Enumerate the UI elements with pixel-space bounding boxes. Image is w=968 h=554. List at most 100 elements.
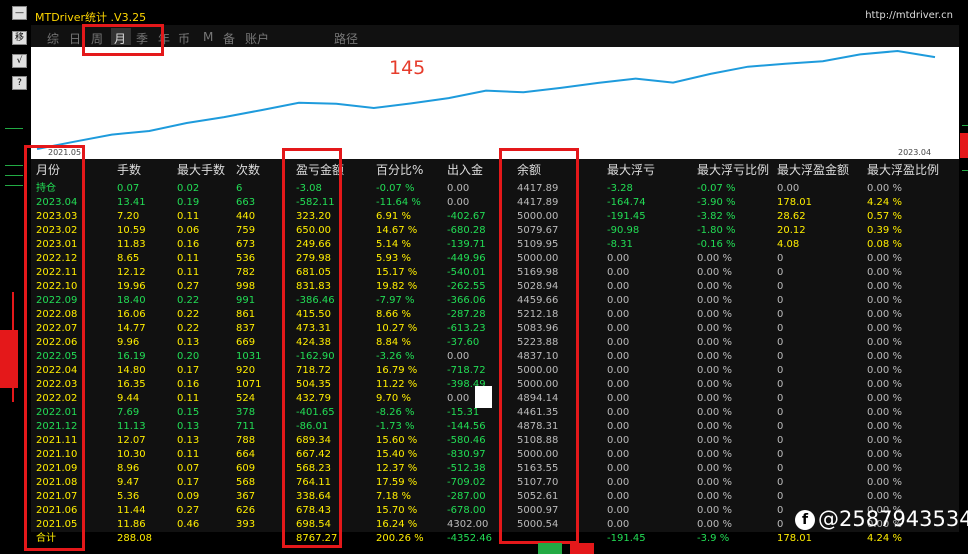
table-row-month: 2022.04 xyxy=(36,365,78,376)
table-row-percent: 11.22 % xyxy=(376,379,418,390)
tab-path[interactable]: 路径 xyxy=(334,32,359,46)
table-row-deposit: -613.23 xyxy=(447,323,486,334)
table-row-month: 2021.10 xyxy=(36,449,78,460)
table-row: 2022.08 16.06 0.22 861 415.50 8.66 % -287.28 52… xyxy=(31,308,959,322)
window-title: MTDriver统计 .V3.25 xyxy=(35,11,147,24)
table-row-max-float-loss-pct: 0.00 % xyxy=(697,393,732,404)
tab-notes[interactable]: 备 xyxy=(223,32,236,46)
table-row-deposit: -15.31 xyxy=(447,407,480,418)
table-row-balance: 4417.89 xyxy=(517,197,559,208)
tab-quarter[interactable]: 季 xyxy=(136,32,149,46)
table-row-month: 2022.02 xyxy=(36,393,78,404)
table-row: 2022.11 12.12 0.11 782 681.05 15.17 % -540.01 5… xyxy=(31,266,959,280)
table-row-month: 2022.03 xyxy=(36,379,78,390)
table-row-max-float-profit-pct: 0.00 % xyxy=(867,435,902,446)
table-header-balance: 余额 xyxy=(517,163,542,177)
table-row-max-float-profit: 0 xyxy=(777,477,784,488)
table-row-profit: 678.43 xyxy=(296,505,331,516)
move-button[interactable]: 移 xyxy=(12,31,27,45)
tab-month[interactable]: 月 xyxy=(114,32,127,46)
table-row: 2021.08 9.47 0.17 568 764.11 17.59 % -709.02 51… xyxy=(31,476,959,490)
title-bar[interactable]: MTDriver统计 .V3.25 http://mtdriver.cn xyxy=(31,5,959,25)
website-link[interactable]: http://mtdriver.cn xyxy=(865,10,953,21)
table-row-balance: 4461.35 xyxy=(517,407,559,418)
table-row-month: 2021.05 xyxy=(36,519,78,530)
table-row-lots: 8.96 xyxy=(117,463,140,474)
table-header-max-float-loss: 最大浮亏 xyxy=(607,163,656,177)
table-row-percent: 15.60 % xyxy=(376,435,418,446)
table-row-max-float-loss: -3.28 xyxy=(607,183,633,194)
watermark-logo-icon: f xyxy=(795,510,815,530)
tab-account[interactable]: 账户 xyxy=(245,32,270,46)
table-row-percent: 14.67 % xyxy=(376,225,418,236)
table-row-lots: 14.77 xyxy=(117,323,146,334)
table-total-row-lots: 288.08 xyxy=(117,533,152,544)
table-row-max-float-profit: 0 xyxy=(777,379,784,390)
table-row-max-float-loss-pct: -0.07 % xyxy=(697,183,736,194)
table-row-max-float-profit-pct: 0.00 % xyxy=(867,351,902,362)
tab-week[interactable]: 周 xyxy=(91,32,104,46)
table-row-balance: 4894.14 xyxy=(517,393,559,404)
table-row-max-lots: 0.16 xyxy=(177,239,200,250)
table-row: 2021.06 11.44 0.27 626 678.43 15.70 % -678.00 5… xyxy=(31,504,959,518)
table-row-percent: 12.37 % xyxy=(376,463,418,474)
table-row-percent: -3.26 % xyxy=(376,351,415,362)
table-row-count: 367 xyxy=(236,491,256,502)
table-row-lots: 18.40 xyxy=(117,295,146,306)
check-button[interactable]: √ xyxy=(12,54,27,68)
tab-currency[interactable]: 币 xyxy=(178,32,191,46)
table-row-max-float-loss-pct: -0.16 % xyxy=(697,239,736,250)
tab-day[interactable]: 日 xyxy=(69,32,82,46)
table-row-lots: 10.59 xyxy=(117,225,146,236)
table-row-count: 920 xyxy=(236,365,256,376)
table-row-balance: 5223.88 xyxy=(517,337,559,348)
table-row-profit: 718.72 xyxy=(296,365,331,376)
table-row-max-float-profit-pct: 0.00 % xyxy=(867,309,902,320)
table-row-max-float-loss-pct: 0.00 % xyxy=(697,253,732,264)
table-row-lots: 5.36 xyxy=(117,491,140,502)
table-row-count: 837 xyxy=(236,323,256,334)
help-button[interactable]: ? xyxy=(12,76,27,90)
table-row-balance: 5000.54 xyxy=(517,519,559,530)
balance-chart: 2021.05 2023.04 xyxy=(31,47,959,159)
table-row-max-float-loss-pct: 0.00 % xyxy=(697,379,732,390)
table-row-profit: 473.31 xyxy=(296,323,331,334)
table-row-deposit: -709.02 xyxy=(447,477,486,488)
table-row: 2022.09 18.40 0.22 991 -386.46 -7.97 % -366.06… xyxy=(31,294,959,308)
table-row-max-float-profit: 0 xyxy=(777,351,784,362)
table-row-lots: 9.96 xyxy=(117,337,140,348)
table-row: 2022.03 16.35 0.16 1071 504.35 11.22 % -398.49… xyxy=(31,378,959,392)
table-row-max-lots: 0.20 xyxy=(177,351,200,362)
table-row-deposit: -830.97 xyxy=(447,449,486,460)
table-row-max-lots: 0.02 xyxy=(177,183,200,194)
table-row-lots: 11.83 xyxy=(117,239,146,250)
background-candle xyxy=(0,330,18,388)
table-row-count: 759 xyxy=(236,225,256,236)
table-row-lots: 11.44 xyxy=(117,505,146,516)
table-row-balance: 5169.98 xyxy=(517,267,559,278)
watermark-text: @2587943534 xyxy=(818,507,968,531)
table-row-max-float-loss-pct: 0.00 % xyxy=(697,309,732,320)
table-row-max-lots: 0.13 xyxy=(177,421,200,432)
table-row-max-lots: 0.22 xyxy=(177,309,200,320)
table-row-max-lots: 0.11 xyxy=(177,449,200,460)
table-row: 2021.11 12.07 0.13 788 689.34 15.60 % -580.46 5… xyxy=(31,434,959,448)
table-row-percent: 17.59 % xyxy=(376,477,418,488)
table-row-balance: 5000.00 xyxy=(517,449,559,460)
tab-magic[interactable]: M xyxy=(203,30,214,44)
tab-overview[interactable]: 综 xyxy=(47,32,60,46)
table-header-count: 次数 xyxy=(236,163,261,177)
table-row-deposit: -512.38 xyxy=(447,463,486,474)
table-row-balance: 5083.96 xyxy=(517,323,559,334)
minimize-button[interactable]: — xyxy=(12,6,27,20)
table-row-balance: 5000.97 xyxy=(517,505,559,516)
table-row-lots: 13.41 xyxy=(117,197,146,208)
table-row-max-float-profit: 0 xyxy=(777,519,784,530)
chart-level-marker xyxy=(962,125,968,126)
table-row-max-float-loss: 0.00 xyxy=(607,323,630,334)
table-row-deposit: -144.56 xyxy=(447,421,486,432)
table-row-max-float-profit-pct: 0.00 % xyxy=(867,421,902,432)
table-row-percent: -8.26 % xyxy=(376,407,415,418)
table-row-deposit: -402.67 xyxy=(447,211,486,222)
table-row-max-float-profit: 0 xyxy=(777,435,784,446)
